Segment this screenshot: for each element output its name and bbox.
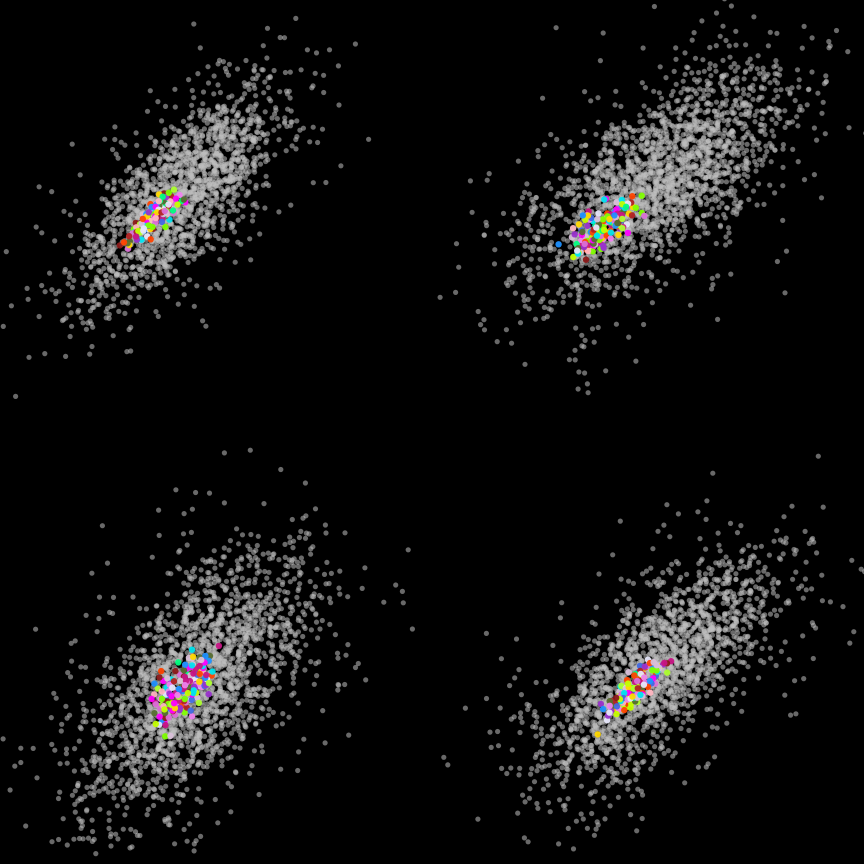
scatter-plot-bottom-left: [0, 432, 432, 864]
panel-top-left: [0, 0, 432, 432]
panel-top-right: [432, 0, 864, 432]
scatter-plot-bottom-right: [432, 432, 864, 864]
scatter-plot-top-right: [432, 0, 864, 432]
panel-bottom-left: [0, 432, 432, 864]
panel-bottom-right: [432, 432, 864, 864]
scatter-plot-top-left: [0, 0, 432, 432]
scatter-grid: [0, 0, 864, 864]
